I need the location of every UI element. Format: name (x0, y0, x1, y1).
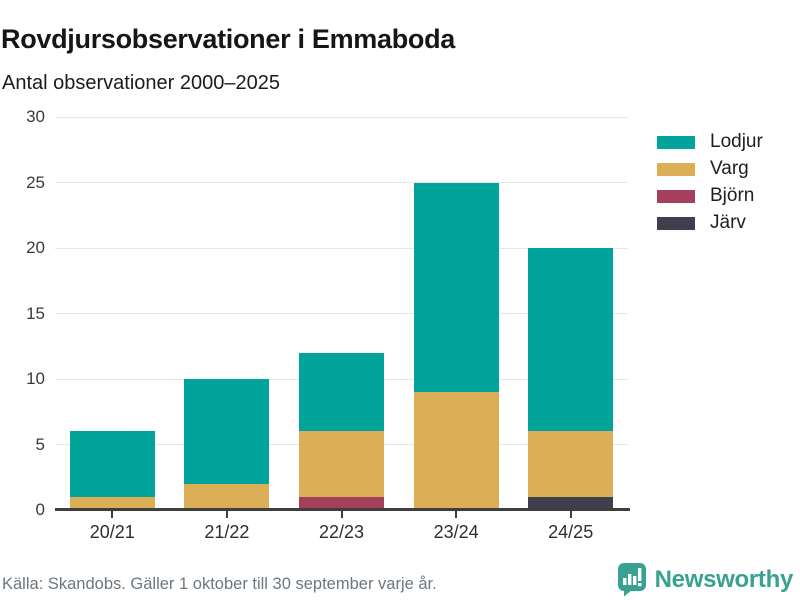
bar-segment-varg (184, 483, 270, 510)
x-tick-label: 23/24 (433, 522, 479, 542)
legend-item-björn: Björn (657, 185, 763, 206)
legend-label: Lodjur (710, 131, 763, 152)
bar-segment-lodjur (413, 182, 499, 393)
gridline (55, 247, 628, 249)
bars-container (55, 117, 628, 510)
bar-segment-varg (413, 392, 499, 510)
chart-subtitle: Antal observationer 2000–2025 (2, 72, 280, 94)
stacked-bar-20/21 (69, 431, 155, 510)
bar-segment-varg (69, 496, 155, 510)
bar-column-22/23 (284, 117, 399, 510)
x-tick-label: 24/25 (548, 522, 594, 542)
plot-area (55, 116, 628, 510)
legend-swatch-varg (657, 162, 695, 176)
newsworthy-logo: Newsworthy (617, 562, 793, 597)
x-tick-label: 21/22 (204, 522, 250, 542)
legend-swatch-järv (657, 216, 695, 230)
y-tick-label: 5 (35, 434, 45, 454)
bar-segment-lodjur (69, 431, 155, 497)
legend: Lodjur Varg Björn Järv (657, 131, 763, 241)
x-tick (225, 511, 228, 518)
y-tick-label: 10 (26, 369, 45, 388)
source-note: Källa: Skandobs. Gäller 1 oktober till 3… (2, 575, 437, 593)
stacked-bar-22/23 (298, 352, 384, 510)
newsworthy-wordmark: Newsworthy (654, 565, 794, 593)
bar-column-23/24 (399, 117, 514, 510)
legend-label: Björn (710, 185, 755, 206)
legend-item-varg: Varg (657, 158, 763, 179)
y-tick-label: 0 (35, 500, 45, 519)
x-tick (111, 511, 114, 518)
legend-item-lodjur: Lodjur (657, 131, 763, 152)
y-tick-label: 25 (26, 172, 45, 192)
legend-label: Järv (710, 212, 746, 233)
bar-column-20/21 (55, 117, 170, 510)
x-tick-label: 20/21 (89, 522, 135, 542)
y-tick-label: 30 (26, 107, 45, 126)
stacked-bar-21/22 (184, 379, 270, 510)
x-tick-label: 22/23 (318, 522, 365, 542)
y-axis-labels: 0 5 10 15 20 25 30 (0, 107, 45, 519)
stacked-bar-24/25 (528, 248, 614, 510)
bar-segment-varg (528, 431, 614, 497)
bar-segment-varg (298, 431, 384, 497)
legend-swatch-lodjur (657, 135, 695, 149)
gridline (55, 313, 628, 314)
bar-segment-lodjur (298, 352, 384, 432)
bar-segment-järv (528, 496, 614, 510)
bar-segment-lodjur (184, 379, 270, 484)
legend-item-järv: Järv (657, 212, 763, 233)
x-axis-line (55, 508, 630, 511)
bar-segment-björn (298, 496, 384, 510)
x-tick (340, 511, 343, 518)
bar-segment-lodjur (528, 248, 614, 432)
gridline (55, 182, 628, 183)
stacked-bar-23/24 (413, 182, 499, 510)
y-tick-label: 20 (26, 238, 45, 257)
gridline (55, 116, 628, 118)
chart-title: Rovdjursobservationer i Emmaboda (1, 24, 456, 55)
y-tick-label: 15 (26, 303, 45, 323)
x-tick (569, 511, 572, 518)
bar-column-24/25 (513, 117, 628, 510)
bar-column-21/22 (170, 117, 285, 510)
legend-swatch-björn (657, 189, 695, 203)
legend-label: Varg (710, 158, 749, 179)
x-tick (455, 511, 458, 518)
newsworthy-icon (617, 563, 646, 597)
x-axis-labels: 20/21 21/22 22/23 23/24 24/25 (55, 511, 628, 551)
